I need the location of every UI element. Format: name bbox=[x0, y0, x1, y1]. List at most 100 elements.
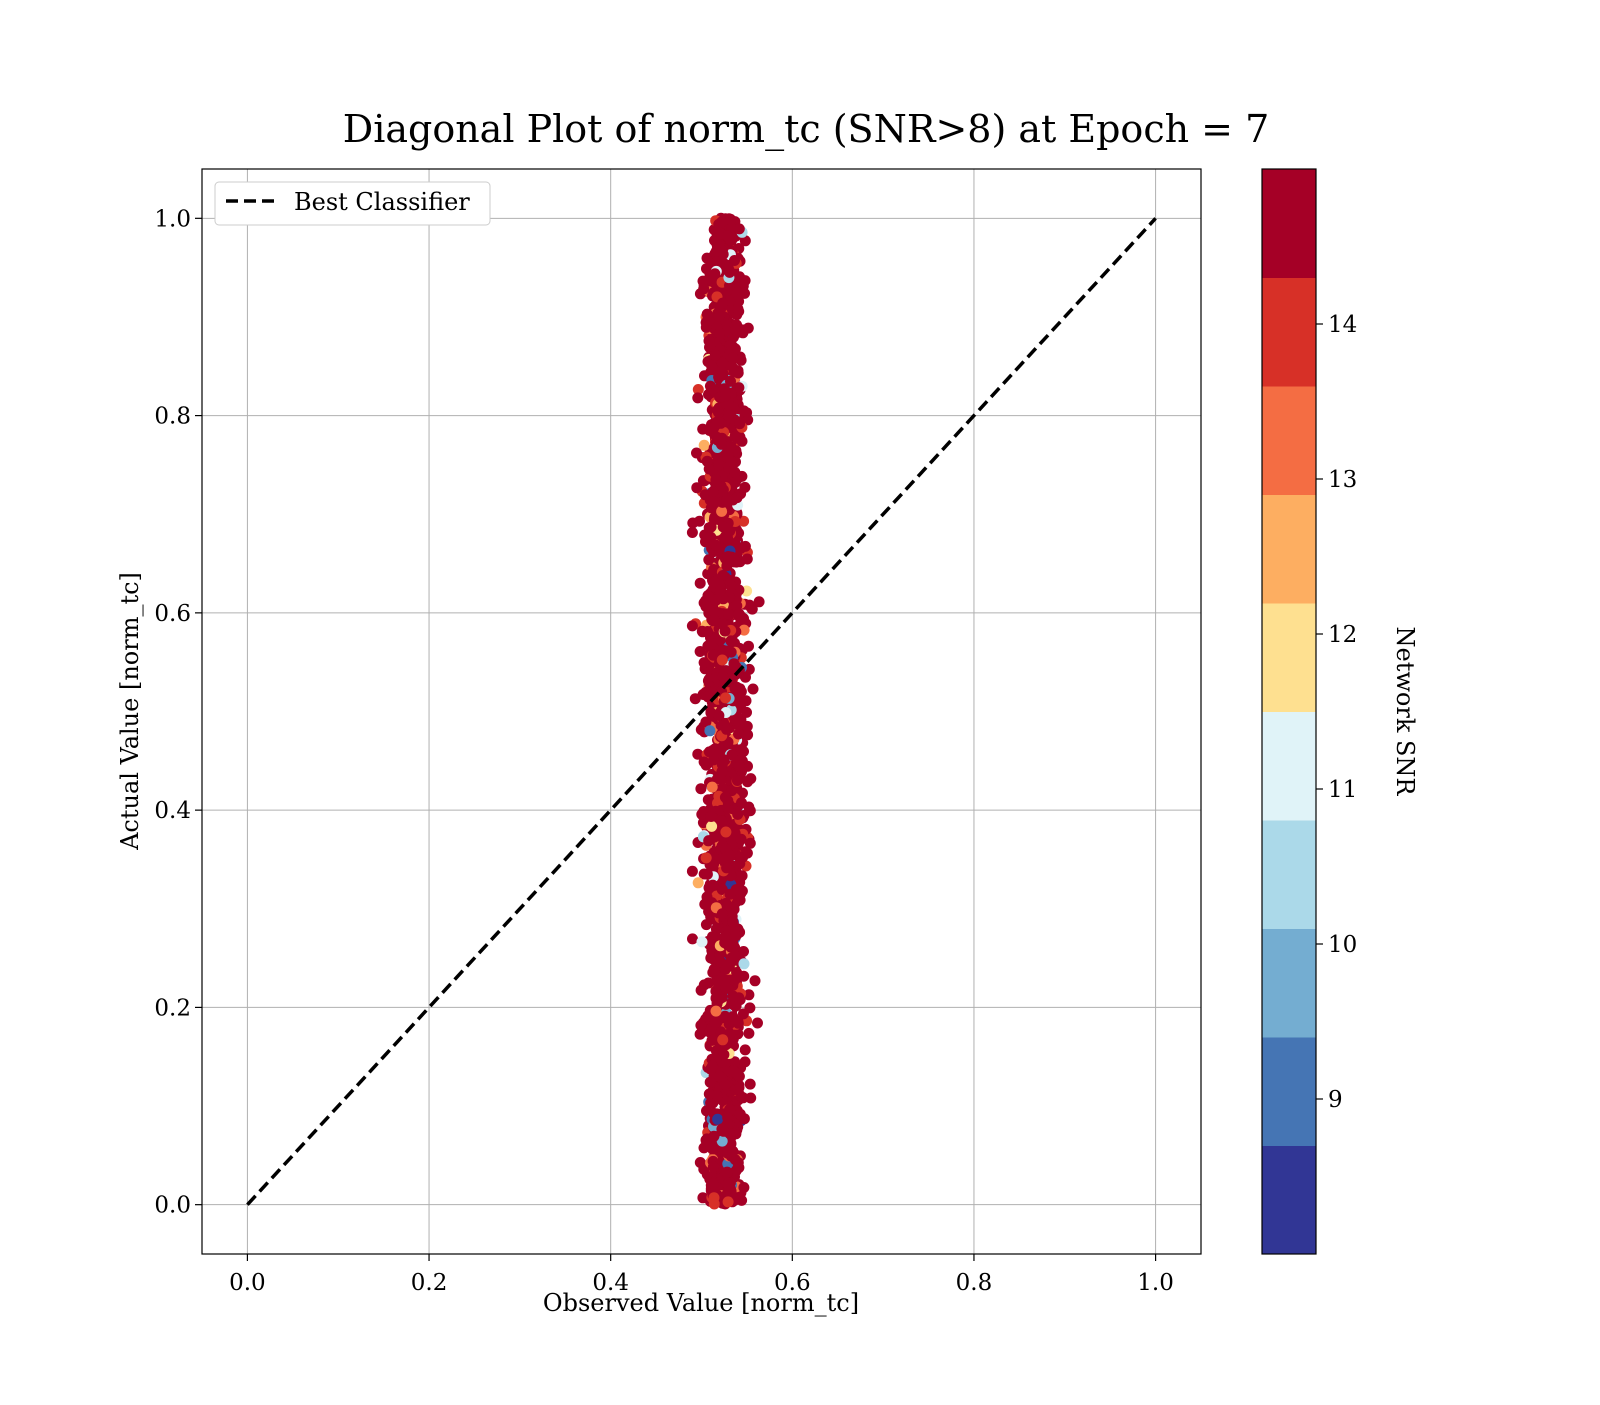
scatter-point bbox=[741, 720, 753, 732]
scatter-point bbox=[744, 805, 756, 817]
scatter-point bbox=[742, 729, 754, 741]
scatter-point bbox=[753, 596, 765, 608]
scatter-point bbox=[713, 459, 725, 471]
scatter-point bbox=[719, 964, 731, 975]
scatter-point bbox=[732, 1083, 744, 1095]
scatter-point bbox=[722, 409, 734, 421]
scatter-point bbox=[700, 919, 712, 931]
scatter-point bbox=[712, 1113, 724, 1125]
scatter-point bbox=[701, 263, 712, 275]
scatter-point bbox=[708, 496, 720, 508]
scatter-point bbox=[716, 654, 728, 666]
colorbar-tick-label: 9 bbox=[1328, 1087, 1343, 1113]
scatter-point bbox=[699, 898, 711, 910]
scatter-point bbox=[687, 517, 699, 529]
legend-label-best-classifier: Best Classifier bbox=[294, 188, 470, 216]
scatter-point bbox=[709, 964, 720, 976]
scatter-point bbox=[707, 1178, 719, 1190]
colorbar-tick-label: 11 bbox=[1328, 777, 1357, 803]
legend-box bbox=[214, 181, 491, 226]
scatter-point bbox=[725, 375, 736, 387]
scatter-point bbox=[697, 1192, 709, 1204]
scatter-point bbox=[707, 1161, 719, 1173]
scatter-point bbox=[717, 1034, 729, 1046]
scatter-point bbox=[692, 877, 704, 889]
scatter-point bbox=[724, 888, 736, 900]
scatter-point bbox=[708, 831, 720, 843]
scatter-point bbox=[696, 808, 708, 820]
y-tick-label: 0.0 bbox=[154, 1193, 191, 1219]
y-tick-label: 0.2 bbox=[154, 995, 191, 1021]
scatter-point bbox=[734, 1108, 746, 1120]
scatter-point bbox=[716, 815, 728, 827]
scatter-point bbox=[709, 1017, 721, 1029]
colorbar-tick-label: 14 bbox=[1328, 312, 1357, 338]
scatter-point bbox=[695, 783, 707, 795]
scatter-point bbox=[692, 392, 704, 404]
colorbar-segment bbox=[1262, 1037, 1316, 1146]
scatter-point bbox=[715, 438, 727, 450]
scatter-point bbox=[695, 984, 707, 996]
scatter-point bbox=[732, 972, 744, 983]
scatter-point bbox=[701, 868, 713, 880]
scatter-point bbox=[717, 570, 729, 581]
scatter-point bbox=[698, 756, 710, 768]
scatter-point bbox=[721, 495, 732, 507]
scatter-point bbox=[703, 554, 715, 566]
scatter-point bbox=[720, 388, 731, 400]
scatter-point bbox=[738, 946, 749, 957]
scatter-point bbox=[744, 837, 756, 849]
scatter-point bbox=[738, 958, 750, 970]
scatter-point bbox=[739, 275, 751, 287]
colorbar-segment bbox=[1262, 603, 1316, 712]
scatter-point bbox=[694, 646, 706, 657]
scatter-point bbox=[738, 515, 750, 527]
scatter-point bbox=[697, 817, 709, 829]
scatter-point bbox=[727, 352, 739, 364]
scatter-point bbox=[701, 252, 713, 264]
y-tick-label: 1.0 bbox=[154, 206, 191, 232]
scatter-point bbox=[708, 614, 720, 626]
scatter-point bbox=[722, 450, 734, 462]
scatter-point bbox=[721, 723, 732, 735]
scatter-point bbox=[696, 936, 708, 948]
scatter-point bbox=[717, 521, 729, 533]
scatter-point bbox=[709, 576, 721, 588]
scatter-point bbox=[735, 833, 747, 845]
scatter-point bbox=[734, 418, 746, 430]
scatter-point bbox=[720, 981, 732, 993]
scatter-point bbox=[722, 551, 734, 562]
best-classifier-line bbox=[246, 217, 1157, 1206]
scatter-point bbox=[686, 527, 698, 538]
scatter-point bbox=[732, 1015, 744, 1027]
scatter-point bbox=[692, 384, 704, 395]
scatter-point bbox=[706, 1060, 718, 1072]
scatter-point bbox=[706, 1034, 718, 1046]
scatter-point bbox=[721, 230, 733, 242]
scatter-point bbox=[722, 795, 734, 807]
scatter-point bbox=[721, 1166, 733, 1178]
scatter-point bbox=[714, 1070, 726, 1082]
scatter-point bbox=[725, 635, 737, 647]
scatter-point bbox=[714, 327, 726, 339]
scatter-point bbox=[733, 608, 745, 620]
scatter-point bbox=[702, 640, 714, 652]
scatter-point bbox=[726, 749, 738, 761]
scatter-point bbox=[729, 683, 741, 695]
scatter-point bbox=[716, 908, 728, 920]
scatter-point bbox=[700, 852, 712, 864]
x-tick-label: 0.2 bbox=[411, 1270, 448, 1296]
colorbar-segment bbox=[1262, 820, 1316, 929]
scatter-point bbox=[739, 540, 751, 552]
plot-area-frame bbox=[201, 168, 1202, 1255]
scatter-point bbox=[700, 716, 712, 728]
scatter-point bbox=[727, 1145, 739, 1157]
scatter-point bbox=[702, 626, 713, 637]
scatter-point bbox=[722, 939, 734, 951]
colorbar-tick-label: 12 bbox=[1328, 622, 1357, 648]
scatter-point bbox=[731, 775, 743, 786]
scatter-point bbox=[729, 1154, 741, 1165]
scatter-point bbox=[716, 216, 728, 228]
scatter-point bbox=[728, 1065, 739, 1077]
